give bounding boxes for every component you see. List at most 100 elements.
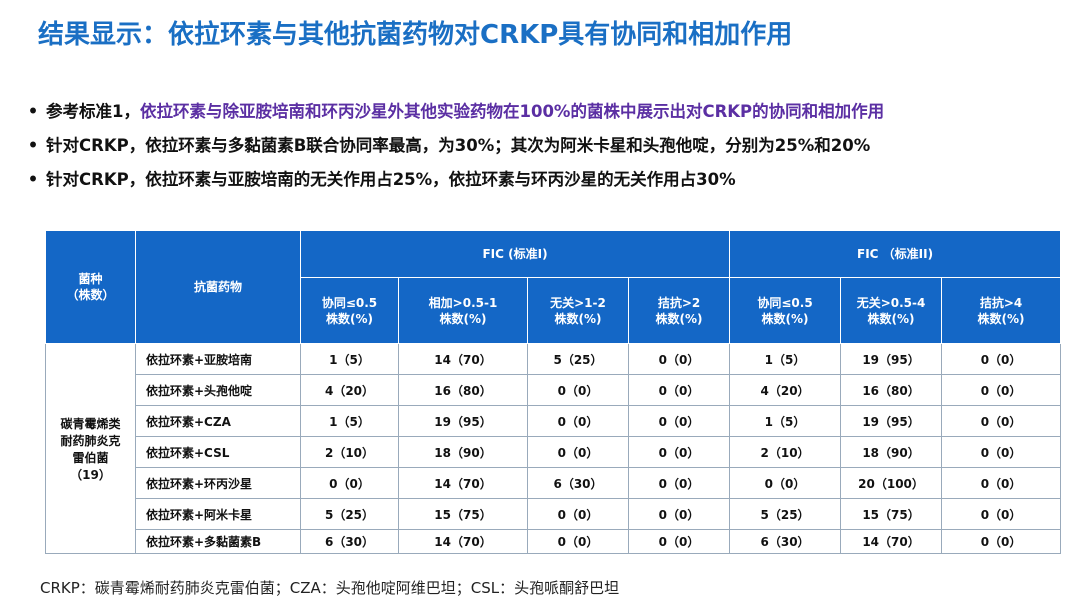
value-cell: 19（95） (840, 405, 943, 437)
value-cell: 14（70） (398, 343, 528, 375)
text-line: 株数(%) (326, 311, 373, 326)
text-line: 株数(%) (439, 311, 487, 326)
column-header: 无关>1-2 株数(%) (527, 277, 629, 344)
text-line: 株数(%) (867, 311, 915, 326)
value-cell: 0（0） (941, 529, 1062, 554)
value-cell: 0（0） (527, 436, 629, 468)
value-cell: 0（0） (627, 436, 731, 468)
text-line: 株数(%) (554, 311, 602, 326)
value-cell: 0（0） (941, 405, 1062, 437)
header-row: 协同≤0.5 株数(%) 相加>0.5-1 株数(%) 无关>1-2 株数(%) 拮抗>2 株… (46, 277, 1062, 344)
drug-cell: 依拉环素+CZA (135, 405, 301, 437)
data-row: 依拉环素+CSL 2（10） 18（90） 0（0） 0（0） 2（10） 18（90） 0（… (46, 436, 1062, 468)
value-cell: 0（0） (941, 498, 1062, 530)
value-cell: 0（0） (527, 529, 629, 554)
value-cell: 6（30） (729, 529, 842, 554)
data-row: 依拉环素+环丙沙星 0（0） 14（70） 6（30） 0（0） 0（0） 20（100） 0… (46, 467, 1062, 499)
footnote: CRKP：碳青霉烯耐药肺炎克雷伯菌；CZA：头孢他啶阿维巴坦；CSL：头孢哌酮舒… (40, 579, 620, 597)
header-cell: 菌种 （株数） (45, 230, 136, 344)
value-cell: 18（90） (840, 436, 943, 468)
text-line: 无关>0.5-4 (856, 295, 926, 310)
title: 结果显示：依拉环素与其他抗菌药物对CRKP具有协同和相加作用 (38, 20, 793, 50)
bullet: 针对CRKP，依拉环素与多黏菌素B联合协同率最高，为30%；其次为阿米卡星和头孢… (20, 132, 884, 166)
value-cell: 0（0） (941, 343, 1062, 375)
value-cell: 0（0） (941, 467, 1062, 499)
text-line: 相加>0.5-1 (428, 295, 498, 310)
value-cell: 4（20） (300, 374, 399, 406)
value-cell: 14（70） (398, 529, 528, 554)
drug-cell: 依拉环素+头孢他啶 (135, 374, 301, 406)
data-row: 依拉环素+CZA 1（5） 19（95） 0（0） 0（0） 1（5） 19（95） 0（0） (46, 405, 1062, 437)
column-header: 相加>0.5-1 株数(%) (398, 277, 528, 344)
value-cell: 5（25） (300, 498, 399, 530)
header-cell: 抗菌药物 (135, 230, 301, 344)
value-cell: 6（30） (300, 529, 399, 554)
header-row: 菌种 （株数） 抗菌药物 FIC (标准I) FIC （标准II) (45, 230, 1062, 344)
value-cell: 2（10） (729, 436, 842, 468)
data-row: 依拉环素+多黏菌素B 6（30） 14（70） 0（0） 0（0） 6（30） 14（70）… (46, 529, 1062, 554)
value-cell: 16（80） (398, 374, 528, 406)
value-cell: 1（5） (729, 405, 842, 437)
value-cell: 20（100） (840, 467, 943, 499)
text-line: 菌种 (78, 272, 103, 286)
value-cell: 18（90） (398, 436, 528, 468)
text-line: 拮抗>4 (979, 295, 1023, 310)
value-cell: 0（0） (627, 467, 731, 499)
bullet: 参考标准1，依拉环素与除亚胺培南和环丙沙星外其他实验药物在100%的菌株中展示出… (20, 98, 884, 132)
value-cell: 0（0） (527, 498, 629, 530)
value-cell: 0（0） (627, 405, 731, 437)
bullet-text: 参考标准1， (46, 102, 140, 121)
bullets: 参考标准1，依拉环素与除亚胺培南和环丙沙星外其他实验药物在100%的菌株中展示出… (20, 98, 884, 200)
text-line: （19） (70, 467, 111, 482)
text-line: 无关>1-2 (550, 295, 606, 310)
column-header: 拮抗>2 株数(%) (627, 277, 731, 344)
text-line: 株数(%) (655, 311, 703, 326)
group-header: FIC (标准I) (299, 230, 731, 278)
data-row: 依拉环素+阿米卡星 5（25） 15（75） 0（0） 0（0） 5（25） 15（75） 0… (46, 498, 1062, 530)
strain-cell: 碳青霉烯类 耐药肺炎克 雷伯菌 （19） (45, 343, 136, 554)
group-header: FIC （标准II) (729, 230, 1062, 278)
drug-cell: 依拉环素+阿米卡星 (135, 498, 301, 530)
value-cell: 0（0） (300, 467, 399, 499)
value-cell: 14（70） (840, 529, 943, 554)
value-cell: 16（80） (840, 374, 943, 406)
value-cell: 0（0） (627, 529, 731, 554)
column-header: 协同≤0.5 株数(%) (300, 277, 399, 344)
column-header: 无关>0.5-4 株数(%) (840, 277, 943, 344)
value-cell: 2（10） (300, 436, 399, 468)
text-line: 协同≤0.5 (321, 295, 378, 310)
value-cell: 14（70） (398, 467, 528, 499)
value-cell: 0（0） (729, 467, 842, 499)
value-cell: 1（5） (300, 343, 399, 375)
value-cell: 0（0） (527, 405, 629, 437)
value-cell: 5（25） (729, 498, 842, 530)
value-cell: 15（75） (840, 498, 943, 530)
results-table: 菌种 （株数） 抗菌药物 FIC (标准I) FIC （标准II) 协同≤0.5 株数(%)… (45, 230, 1062, 554)
bullet: 针对CRKP，依拉环素与亚胺培南的无关作用占25%，依拉环素与环丙沙星的无关作用… (20, 166, 884, 200)
value-cell: 19（95） (398, 405, 528, 437)
text-line: 碳青霉烯类 (60, 416, 121, 431)
drug-cell: 依拉环素+亚胺培南 (135, 343, 301, 375)
value-cell: 0（0） (627, 498, 731, 530)
value-cell: 0（0） (941, 436, 1062, 468)
column-header: 协同≤0.5 株数(%) (729, 277, 842, 344)
value-cell: 4（20） (729, 374, 842, 406)
value-cell: 0（0） (627, 374, 731, 406)
value-cell: 5（25） (527, 343, 629, 375)
value-cell: 6（30） (527, 467, 629, 499)
value-cell: 1（5） (300, 405, 399, 437)
value-cell: 0（0） (941, 374, 1062, 406)
value-cell: 19（95） (840, 343, 943, 375)
text-line: 协同≤0.5 (757, 295, 813, 310)
text-line: 拮抗>2 (657, 295, 701, 310)
bullet-highlight: 依拉环素与除亚胺培南和环丙沙星外其他实验药物在100%的菌株中展示出对CRKP的… (139, 102, 885, 121)
value-cell: 15（75） (398, 498, 528, 530)
text-line: 株数(%) (761, 311, 809, 326)
data-row: 碳青霉烯类 耐药肺炎克 雷伯菌 （19） 依拉环素+亚胺培南 1（5） 14（70） 5（25… (45, 343, 1062, 554)
value-cell: 1（5） (729, 343, 842, 375)
text-line: （株数） (66, 288, 115, 302)
column-header: 拮抗>4 株数(%) (941, 277, 1062, 344)
drug-cell: 依拉环素+CSL (135, 436, 301, 468)
bullet-text: 针对CRKP，依拉环素与多黏菌素B联合协同率最高，为30%；其次为阿米卡星和头孢… (46, 136, 871, 155)
